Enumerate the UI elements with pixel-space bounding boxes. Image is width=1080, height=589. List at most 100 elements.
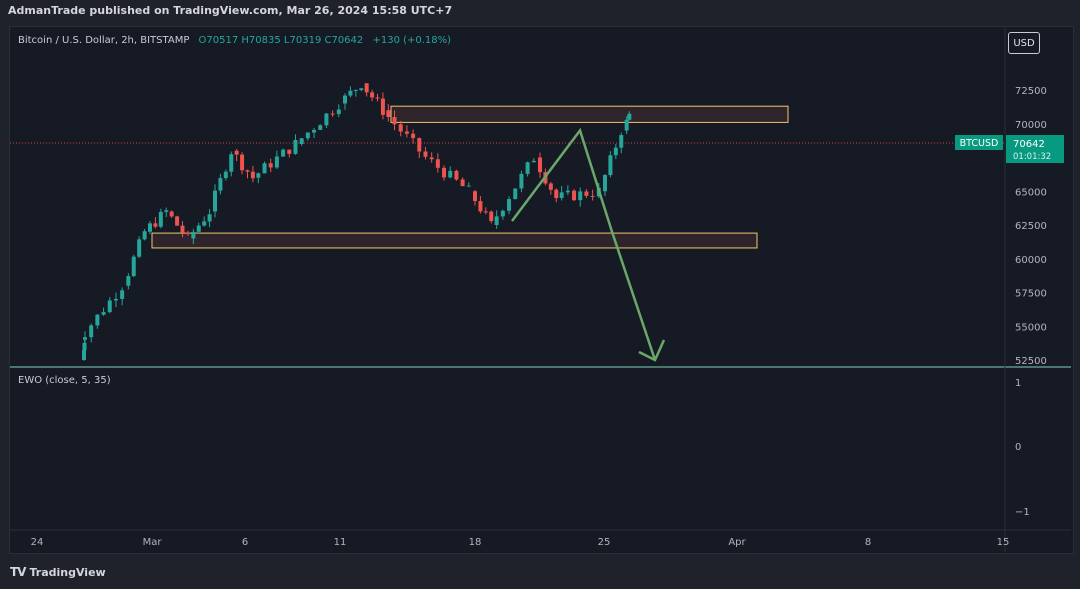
chart-legend[interactable]: Bitcoin / U.S. Dollar, 2h, BITSTAMP O705…: [18, 35, 451, 46]
projection-path[interactable]: [511, 127, 657, 361]
candle: [565, 190, 570, 193]
candle: [153, 223, 158, 227]
candle: [142, 231, 147, 240]
candle: [268, 163, 273, 168]
candle: [473, 191, 477, 202]
legend-title: Bitcoin / U.S. Dollar, 2h, BITSTAMP: [18, 35, 190, 46]
candle: [213, 190, 217, 212]
candle: [240, 154, 245, 171]
price-tick: 52500: [1015, 356, 1047, 367]
candle: [435, 159, 440, 168]
candle: [196, 225, 201, 232]
candle: [466, 185, 471, 187]
candle: [483, 211, 488, 213]
candle: [180, 225, 185, 233]
symbol-badge-text: BTCUSD: [960, 138, 999, 149]
candle: [386, 110, 391, 118]
candle: [613, 147, 618, 156]
candle: [164, 210, 169, 212]
time-tick: 15: [997, 537, 1010, 548]
candle: [287, 149, 292, 154]
time-tick: Mar: [143, 537, 163, 548]
symbol-badge: BTCUSD: [955, 135, 1003, 150]
candle: [158, 211, 163, 227]
projection-arrowhead: [638, 339, 666, 362]
candle: [603, 175, 607, 192]
candle: [519, 173, 524, 189]
candle: [281, 149, 286, 157]
candle: [404, 131, 409, 134]
price-tick: 55000: [1015, 322, 1047, 333]
candle: [525, 162, 530, 174]
candle: [175, 216, 180, 226]
candle: [554, 189, 559, 199]
time-tick: Apr: [728, 537, 746, 548]
time-tick: 6: [242, 537, 248, 548]
candle: [627, 113, 632, 120]
chart-frame[interactable]: [9, 26, 1074, 554]
candle: [548, 183, 553, 190]
candle: [207, 214, 212, 222]
candle: [169, 211, 174, 217]
candle: [442, 167, 447, 178]
candle: [538, 157, 542, 173]
price-tick: 72500: [1015, 86, 1047, 97]
candle: [191, 231, 196, 239]
candle: [324, 113, 329, 126]
price-badge-value: 70642: [1013, 139, 1045, 150]
candle: [82, 342, 87, 350]
candle: [245, 170, 250, 172]
indicator-label[interactable]: EWO (close, 5, 35): [18, 375, 111, 386]
candle: [494, 216, 499, 225]
candle: [262, 163, 267, 174]
tradingview-logo-icon: TV: [10, 565, 27, 579]
price-badge: 70642 01:01:32: [1006, 135, 1064, 163]
candle: [305, 132, 310, 139]
supply-demand-zone[interactable]: [151, 232, 758, 249]
time-tick: 24: [31, 537, 44, 548]
candle: [293, 139, 298, 154]
candle: [578, 191, 583, 201]
candle: [348, 90, 353, 96]
supply-demand-zone[interactable]: [390, 105, 789, 123]
candle: [417, 138, 422, 152]
publisher-line: AdmanTrade published on TradingView.com,…: [8, 4, 453, 17]
price-tick: 65000: [1015, 187, 1047, 198]
candle: [330, 113, 335, 115]
candle: [113, 298, 118, 301]
candle: [83, 337, 87, 340]
candle: [572, 190, 577, 201]
candle: [584, 191, 589, 196]
candle: [343, 95, 347, 104]
candle: [375, 97, 380, 99]
ewo-tick: 1: [1015, 378, 1021, 389]
candle: [202, 221, 207, 226]
candle: [359, 88, 364, 91]
candle: [590, 195, 595, 197]
candle: [82, 349, 86, 360]
legend-ohlc: O70517 H70835 L70319 C70642: [198, 35, 364, 46]
candle: [500, 210, 505, 217]
candle: [89, 325, 94, 338]
candle: [229, 154, 234, 172]
candle: [619, 135, 624, 148]
brand-text: TradingView: [29, 565, 106, 579]
candle: [234, 150, 239, 155]
candle: [429, 157, 434, 160]
candle: [448, 170, 453, 178]
candle: [353, 90, 358, 92]
candle: [318, 125, 323, 130]
tradingview-brand: TV TradingView: [10, 565, 106, 579]
candle: [137, 239, 142, 257]
candle: [507, 199, 512, 211]
candle: [398, 124, 403, 132]
candle: [489, 211, 494, 221]
candle: [185, 232, 190, 234]
candle: [256, 173, 261, 178]
price-tick: 62500: [1015, 221, 1047, 232]
currency-button[interactable]: USD: [1008, 32, 1040, 54]
candle: [120, 290, 125, 299]
candle: [624, 119, 629, 131]
